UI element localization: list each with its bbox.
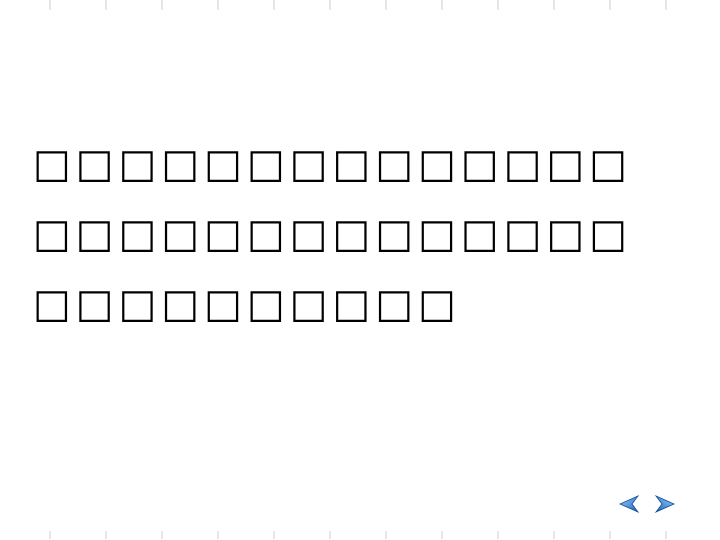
arrow-right-icon — [654, 495, 675, 513]
slide-body-text: □□□□□□□□□□□□□□ □□□□□□□□□□□□□□ □□□□□□□□□□ — [33, 140, 693, 350]
ruler-tick — [273, 0, 275, 10]
top-tick-ruler — [0, 0, 720, 10]
ruler-tick — [665, 531, 667, 539]
text-line-1: □□□□□□□□□□□□□□ — [33, 141, 633, 187]
ruler-tick — [497, 0, 499, 10]
ruler-tick — [273, 531, 275, 539]
ruler-tick — [609, 531, 611, 539]
next-slide-button[interactable] — [652, 494, 676, 514]
text-line-2: □□□□□□□□□□□□□□ — [33, 211, 633, 257]
ruler-tick — [161, 531, 163, 539]
ruler-tick — [665, 0, 667, 10]
ruler-tick — [441, 531, 443, 539]
ruler-tick — [609, 0, 611, 10]
ruler-tick — [217, 531, 219, 539]
bottom-tick-ruler — [0, 530, 720, 540]
ruler-tick — [161, 0, 163, 10]
ruler-tick — [329, 0, 331, 10]
ruler-tick — [49, 0, 51, 10]
ruler-tick — [329, 531, 331, 539]
ruler-tick — [553, 531, 555, 539]
ruler-tick — [385, 531, 387, 539]
previous-slide-button[interactable] — [618, 494, 642, 514]
ruler-tick — [497, 531, 499, 539]
text-line-3: □□□□□□□□□□ — [33, 281, 461, 327]
ruler-tick — [105, 0, 107, 10]
ruler-tick — [441, 0, 443, 10]
ruler-tick — [553, 0, 555, 10]
ruler-tick — [217, 0, 219, 10]
ruler-tick — [105, 531, 107, 539]
arrow-left-icon — [619, 495, 640, 513]
ruler-tick — [385, 0, 387, 10]
ruler-tick — [49, 531, 51, 539]
